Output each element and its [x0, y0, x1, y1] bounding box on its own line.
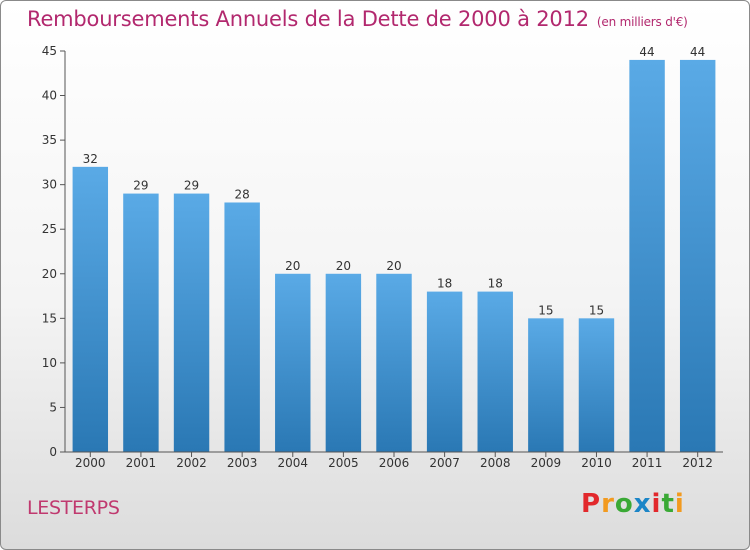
- y-tick-label: 5: [49, 400, 57, 414]
- proxiti-logo[interactable]: Proxiti: [581, 489, 685, 519]
- y-tick-label: 25: [42, 222, 57, 236]
- y-axis: 0 5 10 15 20 25 30 35 40 45: [42, 44, 66, 459]
- y-tick-label: 20: [42, 267, 57, 281]
- y-tick-label: 0: [49, 445, 57, 459]
- bar: [275, 273, 311, 452]
- bars: 32 29 29 28 20 20 20 18 18 15 15 44 44: [72, 45, 716, 453]
- bar: [72, 166, 109, 452]
- logo-letter: r: [601, 489, 615, 519]
- x-tick-label: 2005: [328, 456, 359, 470]
- y-tick-label: 15: [42, 311, 57, 325]
- bar: [325, 273, 362, 452]
- bar-value-label: 29: [133, 179, 148, 193]
- x-tick-label: 2007: [429, 456, 460, 470]
- logo-letter: i: [651, 489, 662, 519]
- x-tick-label: 2002: [176, 456, 207, 470]
- bar-value-label: 32: [83, 152, 98, 166]
- bar-value-label: 20: [386, 259, 401, 273]
- bar-value-label: 28: [235, 187, 250, 201]
- x-tick-label: 2004: [277, 456, 308, 470]
- bar: [123, 193, 159, 453]
- bar-value-label: 29: [184, 179, 199, 193]
- y-tick-label: 40: [42, 89, 57, 103]
- y-tick-label: 30: [42, 178, 57, 192]
- bar: [477, 291, 513, 452]
- bar-value-label: 18: [488, 277, 503, 291]
- logo-letter: t: [661, 489, 675, 519]
- x-tick-label: 2011: [632, 456, 663, 470]
- bar: [173, 193, 210, 453]
- title-unit: (en milliers d'€): [596, 15, 688, 29]
- bar: [376, 273, 412, 452]
- chart-title: Remboursements Annuels de la Dette de 20…: [27, 7, 688, 31]
- logo-letter: x: [633, 489, 652, 519]
- x-tick-label: 2003: [227, 456, 258, 470]
- bar-value-label: 20: [285, 259, 300, 273]
- x-tick-label: 2006: [379, 456, 410, 470]
- logo-letter: i: [674, 489, 685, 519]
- bar: [679, 59, 716, 453]
- y-tick-label: 35: [42, 133, 57, 147]
- logo-letter: P: [581, 489, 602, 519]
- bar-value-label: 15: [589, 303, 604, 317]
- commune-name: LESTERPS: [27, 497, 120, 519]
- bar: [426, 291, 463, 452]
- x-tick-label: 2001: [126, 456, 157, 470]
- bar-value-label: 44: [639, 45, 654, 59]
- bar-value-label: 18: [437, 277, 452, 291]
- bar-value-label: 20: [336, 259, 351, 273]
- x-axis: 2000 2001 2002 2003 2004 2005 2006 2007 2008 2009…: [65, 451, 723, 470]
- bar: [578, 318, 615, 452]
- x-tick-label: 2000: [75, 456, 106, 470]
- logo-letter: o: [614, 489, 634, 519]
- bar-value-label: 15: [538, 303, 553, 317]
- x-tick-label: 2012: [682, 456, 713, 470]
- bar-value-label: 44: [690, 45, 705, 59]
- x-tick-label: 2010: [581, 456, 612, 470]
- bar: [224, 202, 260, 452]
- bar: [528, 318, 564, 452]
- title-text: Remboursements Annuels de la Dette de 20…: [27, 7, 589, 31]
- bar: [629, 59, 665, 453]
- x-tick-label: 2008: [480, 456, 511, 470]
- x-tick-label: 2009: [531, 456, 562, 470]
- y-tick-label: 45: [42, 44, 57, 58]
- y-tick-label: 10: [42, 356, 57, 370]
